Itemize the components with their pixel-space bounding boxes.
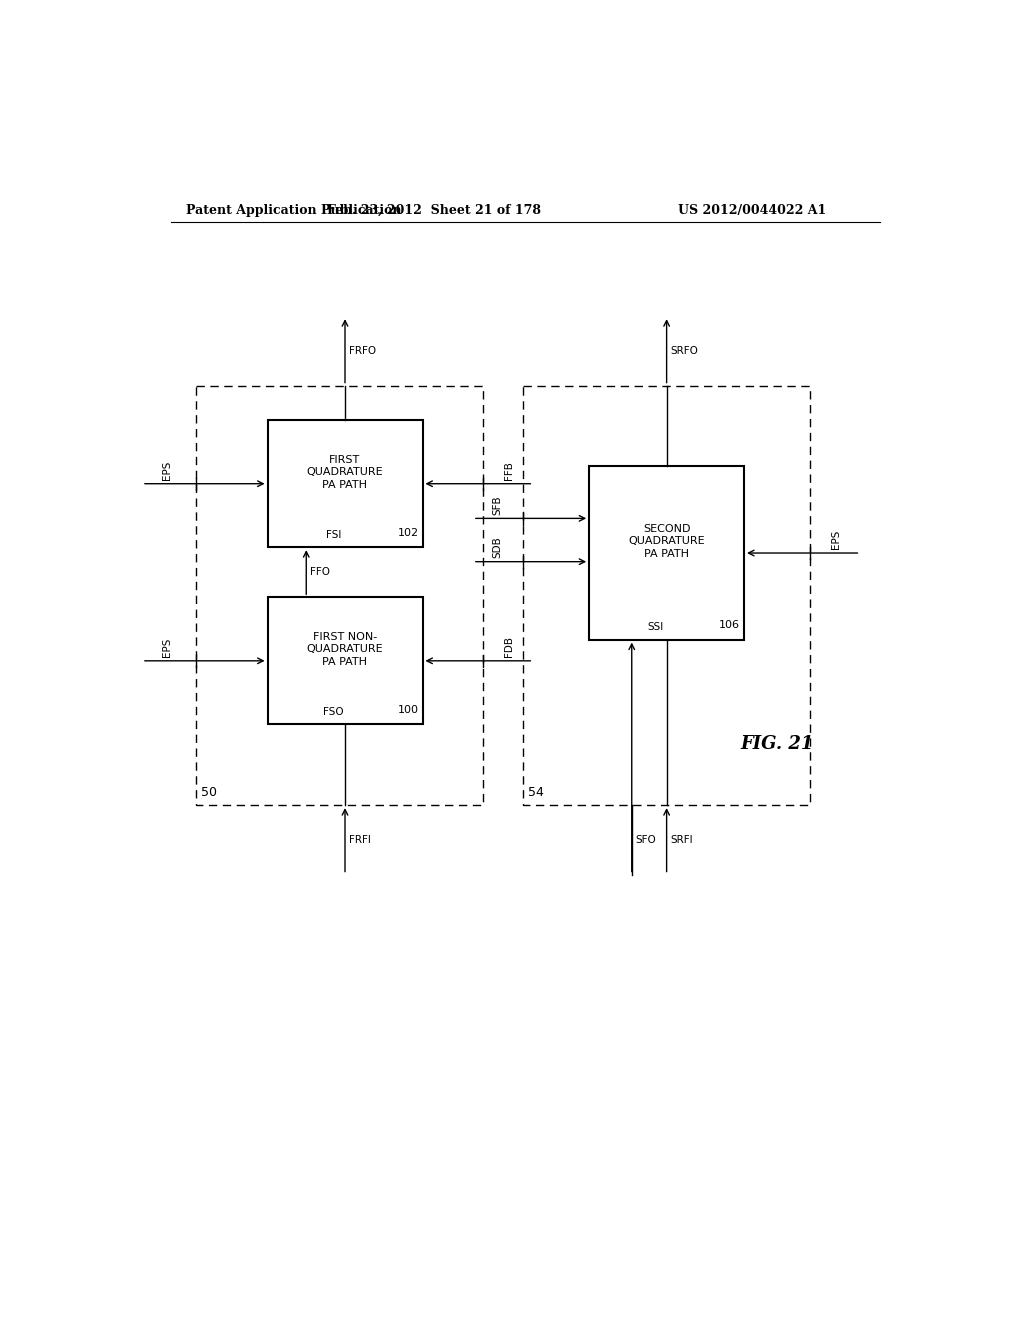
Text: 102: 102 <box>397 528 419 539</box>
Text: FSI: FSI <box>326 529 341 540</box>
Text: Patent Application Publication: Patent Application Publication <box>186 205 401 218</box>
Text: US 2012/0044022 A1: US 2012/0044022 A1 <box>678 205 826 218</box>
Text: SDB: SDB <box>493 536 503 558</box>
Text: Feb. 23, 2012  Sheet 21 of 178: Feb. 23, 2012 Sheet 21 of 178 <box>327 205 541 218</box>
Text: SFO: SFO <box>636 834 656 845</box>
Text: SRFO: SRFO <box>671 346 698 356</box>
Bar <box>523 385 810 805</box>
Bar <box>589 466 744 640</box>
Text: EPS: EPS <box>162 638 172 657</box>
Text: FRFO: FRFO <box>349 346 376 356</box>
Text: FFB: FFB <box>504 461 513 480</box>
Text: EPS: EPS <box>830 529 841 549</box>
Text: FIRST NON-
QUADRATURE
PA PATH: FIRST NON- QUADRATURE PA PATH <box>306 632 383 667</box>
Text: FFO: FFO <box>310 568 330 577</box>
Text: EPS: EPS <box>162 461 172 480</box>
Text: 106: 106 <box>719 620 740 631</box>
Text: FSO: FSO <box>323 706 344 717</box>
Text: FRFI: FRFI <box>349 834 371 845</box>
Text: 50: 50 <box>201 785 217 799</box>
Text: FIRST
QUADRATURE
PA PATH: FIRST QUADRATURE PA PATH <box>306 455 383 490</box>
Text: SECOND
QUADRATURE
PA PATH: SECOND QUADRATURE PA PATH <box>629 524 705 558</box>
Text: FDB: FDB <box>504 636 513 657</box>
Text: SFB: SFB <box>493 495 503 515</box>
Text: SSI: SSI <box>647 622 664 632</box>
Bar <box>267 420 423 548</box>
Text: SRFI: SRFI <box>671 834 693 845</box>
Bar <box>267 597 423 725</box>
Text: 54: 54 <box>528 785 544 799</box>
Bar <box>197 385 483 805</box>
Text: FIG. 21: FIG. 21 <box>740 735 814 752</box>
Text: 100: 100 <box>397 705 419 715</box>
